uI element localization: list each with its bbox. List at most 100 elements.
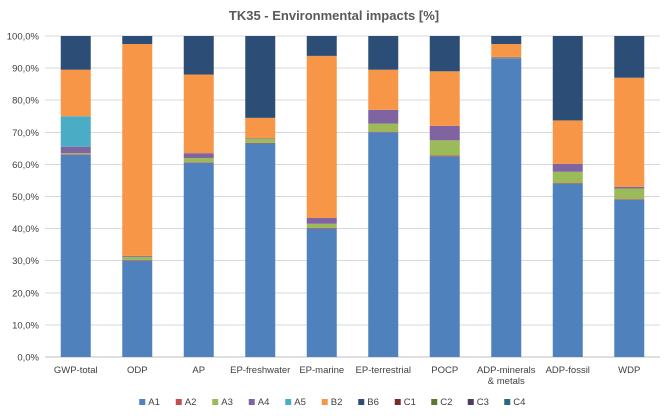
bar-segment-a4 [614,186,645,189]
bar-segment-a4 [306,218,337,224]
legend-swatch-a4 [248,399,255,405]
x-category-label: AP [192,365,205,376]
bar-segment-a2 [122,260,153,261]
bar-segment-a1 [306,228,337,357]
legend-swatch-b2 [321,399,328,405]
legend-swatch-c3 [467,399,474,405]
bar-segment-b2 [552,120,583,164]
legend-swatch-c2 [431,399,438,405]
bar-segment-a3 [245,138,276,143]
legend: A1 A2 A3 A4 A5 B2 B6 C1 C2 C3 C4 [139,397,525,408]
bar-segment-b2 [183,74,214,154]
bar-segment-a5 [60,116,91,147]
bar-segment-a1 [491,58,522,357]
bar-segment-b2 [245,117,276,139]
bar-segment-b6 [183,36,214,75]
bar-segment-b6 [552,36,583,121]
bar-segment-b6 [245,36,276,118]
bar-segment-a2 [60,154,91,155]
bar-segment-a1 [368,132,399,357]
bar-segment-a4 [429,125,460,141]
y-tick-label: 20,0% [12,288,39,299]
x-category-label: ODP [127,365,148,376]
bar-segment-b2 [368,69,399,110]
bar-segment-a3 [368,123,399,132]
bar-segment-a3 [491,57,522,59]
y-tick-label: 0,0% [17,353,39,364]
y-tick-label: 60,0% [12,160,39,171]
bar-segment-a3 [614,188,645,200]
bar-segment-a1 [614,199,645,357]
bar-segment-a4 [245,138,276,139]
legend-label-c2: C2 [440,397,452,408]
x-category-label: & metals [488,376,525,387]
x-category-label: EP-freshwater [230,365,290,376]
y-tick-label: 90,0% [12,64,39,75]
x-category-label: EP-terrestrial [356,365,411,376]
bar-segment-a3 [183,157,214,163]
y-tick-label: 40,0% [12,224,39,235]
bar-segment-b2 [306,55,337,219]
bar-segment-b6 [614,36,645,78]
x-category-label: ADP-fossil [546,365,590,376]
y-axis-ticks: 0,0% 10,0% 20,0% 30,0% 40,0% 50,0% 60,0% 70,0% 8… [7,32,40,364]
y-tick-label: 10,0% [12,320,39,331]
bar-segment-a2 [429,155,460,157]
x-category-label: GWP-total [54,365,98,376]
bar-segment-a3 [306,223,337,228]
legend-swatch-a3 [212,399,219,405]
y-tick-label: 70,0% [12,128,39,139]
bar-segment-b6 [491,36,522,45]
bar-segment-b2 [122,44,153,256]
bar-segment-a2 [306,227,337,229]
bar-segment-b2 [60,69,91,117]
chart-title: TK35 - Environmental impacts [%] [229,8,439,23]
bar-segment-a1 [245,143,276,357]
legend-label-a2: A2 [185,397,197,408]
bar-segment-b2 [614,77,645,187]
bar-segment-b6 [368,36,399,70]
legend-label-a4: A4 [258,397,270,408]
bar-segment-a3 [122,256,153,261]
legend-label-a1: A1 [148,397,160,408]
bar-segment-a2 [183,162,214,163]
bar-segment-a4 [183,153,214,158]
y-tick-label: 30,0% [12,256,39,267]
bar-segment-b2 [429,71,460,126]
x-category-label: EP-marine [299,365,344,376]
bar-segment-a1 [552,183,583,357]
bar-segment-a1 [60,154,91,357]
x-category-label: ADP-minerals [477,365,536,376]
legend-label-a5: A5 [294,397,306,408]
bar-segment-a4 [368,109,399,124]
legend-swatch-a1 [139,399,146,405]
bar-segment-b2 [491,44,522,57]
y-tick-label: 80,0% [12,96,39,107]
legend-label-c4: C4 [513,397,525,408]
bar-segment-a4 [60,146,91,154]
bar-segment-a4 [122,255,153,257]
x-category-label: POCP [431,365,458,376]
bar-segment-a4 [552,163,583,172]
legend-label-b6: B6 [367,397,379,408]
bar-segment-a2 [368,131,399,133]
bar-segment-a3 [552,171,583,184]
bar-segment-a3 [60,153,91,155]
bar-segment-b6 [60,36,91,70]
legend-label-c3: C3 [477,397,489,408]
x-category-label: WDP [618,365,640,376]
y-tick-label: 100,0% [7,32,40,43]
legend-label-b2: B2 [331,397,343,408]
legend-swatch-a2 [175,399,182,405]
bar-segment-a1 [183,162,214,357]
bar-segment-b6 [306,36,337,56]
bar-segment-b6 [122,36,153,45]
legend-label-c1: C1 [404,397,416,408]
bar-segment-a2 [614,199,645,200]
legend-label-a3: A3 [221,397,233,408]
bar-segment-a2 [245,142,276,144]
legend-swatch-c1 [394,399,401,405]
bar-segment-a2 [552,183,583,184]
bar-segment-b6 [429,36,460,72]
